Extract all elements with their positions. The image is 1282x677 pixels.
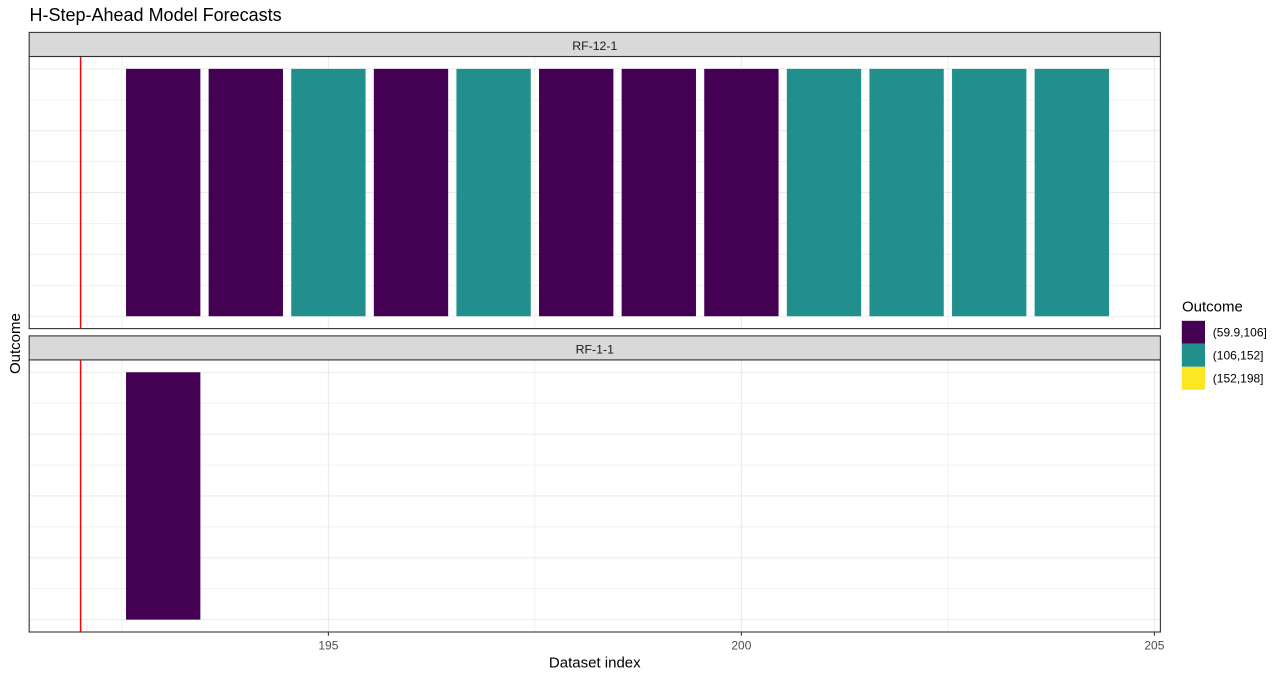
svg-text:Dataset index: Dataset index: [549, 654, 641, 671]
svg-text:H-Step-Ahead Model Forecasts: H-Step-Ahead Model Forecasts: [30, 5, 282, 25]
svg-text:RF-12-1: RF-12-1: [572, 39, 617, 53]
svg-text:195: 195: [318, 638, 338, 652]
svg-text:(152,198]: (152,198]: [1213, 372, 1264, 386]
svg-text:RF-1-1: RF-1-1: [576, 343, 614, 357]
svg-text:205: 205: [1144, 638, 1164, 652]
svg-text:200: 200: [731, 638, 751, 652]
svg-text:Outcome: Outcome: [1182, 299, 1243, 316]
svg-text:(106,152]: (106,152]: [1213, 349, 1264, 363]
svg-text:(59.9,106]: (59.9,106]: [1213, 326, 1267, 340]
svg-text:Outcome: Outcome: [7, 313, 24, 374]
